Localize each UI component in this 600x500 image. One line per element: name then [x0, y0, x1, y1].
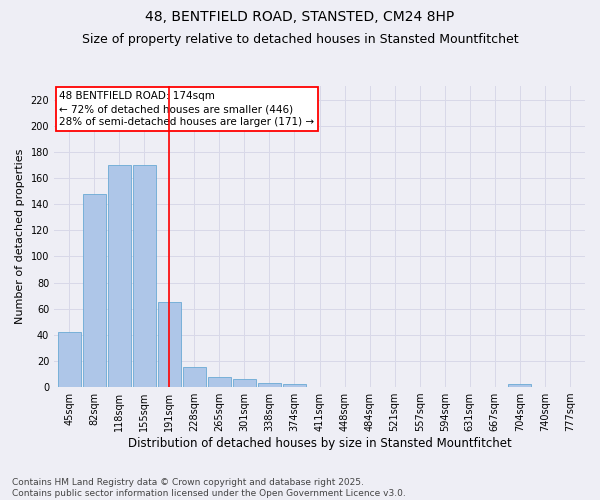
- Text: 48, BENTFIELD ROAD, STANSTED, CM24 8HP: 48, BENTFIELD ROAD, STANSTED, CM24 8HP: [145, 10, 455, 24]
- Bar: [183, 368, 206, 387]
- Bar: [233, 379, 256, 387]
- Bar: [508, 384, 532, 387]
- Bar: [58, 332, 80, 387]
- Text: Size of property relative to detached houses in Stansted Mountfitchet: Size of property relative to detached ho…: [82, 32, 518, 46]
- Bar: [258, 383, 281, 387]
- Bar: [283, 384, 306, 387]
- Bar: [208, 376, 231, 387]
- Bar: [107, 165, 131, 387]
- Bar: [83, 194, 106, 387]
- Text: 48 BENTFIELD ROAD: 174sqm
← 72% of detached houses are smaller (446)
28% of semi: 48 BENTFIELD ROAD: 174sqm ← 72% of detac…: [59, 91, 314, 128]
- Text: Contains HM Land Registry data © Crown copyright and database right 2025.
Contai: Contains HM Land Registry data © Crown c…: [12, 478, 406, 498]
- Y-axis label: Number of detached properties: Number of detached properties: [15, 149, 25, 324]
- Bar: [133, 165, 156, 387]
- X-axis label: Distribution of detached houses by size in Stansted Mountfitchet: Distribution of detached houses by size …: [128, 437, 511, 450]
- Bar: [158, 302, 181, 387]
